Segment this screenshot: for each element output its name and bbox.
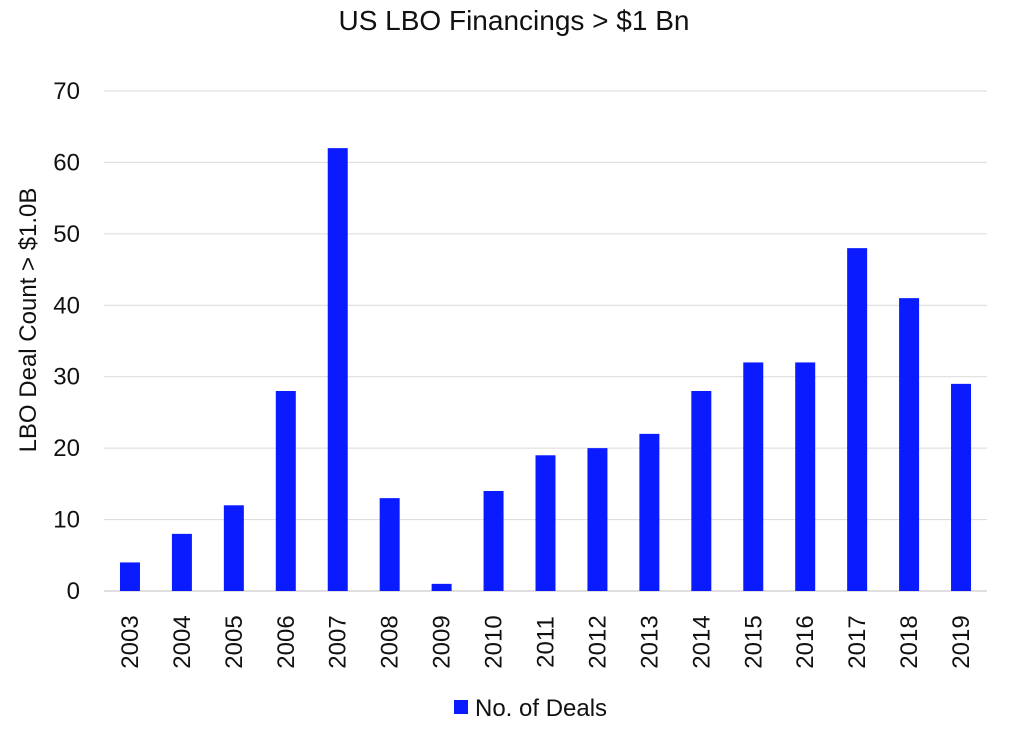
x-tick-label-2004: 2004 — [169, 615, 196, 668]
bar-2012 — [587, 448, 608, 591]
bar-2005 — [223, 505, 244, 591]
y-tick-label-60: 60 — [53, 149, 80, 176]
bar-2018 — [899, 298, 920, 591]
grid-lines — [104, 90, 987, 592]
bar-2011 — [535, 455, 556, 591]
y-tick-label-30: 30 — [53, 364, 80, 391]
y-tick-label-50: 50 — [53, 221, 80, 248]
legend-label: No. of Deals — [475, 695, 607, 722]
bar-2015 — [743, 362, 764, 591]
y-tick-label-70: 70 — [53, 78, 80, 105]
bar-2006 — [275, 391, 296, 591]
x-tick-label-2007: 2007 — [325, 615, 352, 668]
chart-title: US LBO Financings > $1 Bn — [339, 5, 690, 36]
bar-2016 — [795, 362, 816, 591]
y-axis-ticks: 0 10 20 30 40 50 60 70 — [53, 78, 80, 605]
bar-2010 — [483, 491, 504, 591]
bar-2003 — [119, 562, 140, 591]
bar-2008 — [379, 498, 400, 591]
x-tick-label-2019: 2019 — [948, 615, 975, 668]
x-tick-label-2006: 2006 — [273, 615, 300, 668]
x-tick-label-2011: 2011 — [533, 616, 560, 668]
bar-2009 — [431, 583, 452, 591]
x-tick-label-2017: 2017 — [844, 615, 871, 668]
x-tick-label-2013: 2013 — [636, 615, 663, 668]
x-axis-ticks: 2003 2004 2005 2006 2007 2008 2009 2010 2011 2012… — [117, 615, 975, 668]
y-axis-title: LBO Deal Count > $1.0B — [15, 188, 42, 453]
bar-2019 — [951, 383, 972, 591]
y-tick-label-20: 20 — [53, 435, 80, 462]
x-tick-label-2018: 2018 — [896, 615, 923, 668]
y-tick-label-40: 40 — [53, 292, 80, 319]
x-tick-label-2014: 2014 — [688, 615, 715, 668]
bar-series — [119, 148, 972, 591]
legend-swatch — [454, 700, 468, 714]
bar-2017 — [847, 248, 868, 591]
x-tick-label-2008: 2008 — [377, 615, 404, 668]
x-tick-label-2009: 2009 — [429, 615, 456, 668]
y-tick-label-10: 10 — [53, 507, 80, 534]
x-tick-label-2016: 2016 — [792, 615, 819, 668]
x-tick-label-2015: 2015 — [740, 615, 767, 668]
bar-2004 — [171, 533, 192, 591]
bar-2014 — [691, 391, 712, 591]
x-tick-label-2012: 2012 — [584, 615, 611, 668]
bar-2007 — [327, 148, 348, 591]
x-tick-label-2010: 2010 — [481, 615, 508, 668]
x-tick-label-2003: 2003 — [117, 615, 144, 668]
x-tick-label-2005: 2005 — [221, 615, 248, 668]
y-tick-label-0: 0 — [67, 578, 80, 605]
bar-2013 — [639, 433, 660, 591]
legend: No. of Deals — [454, 695, 607, 722]
